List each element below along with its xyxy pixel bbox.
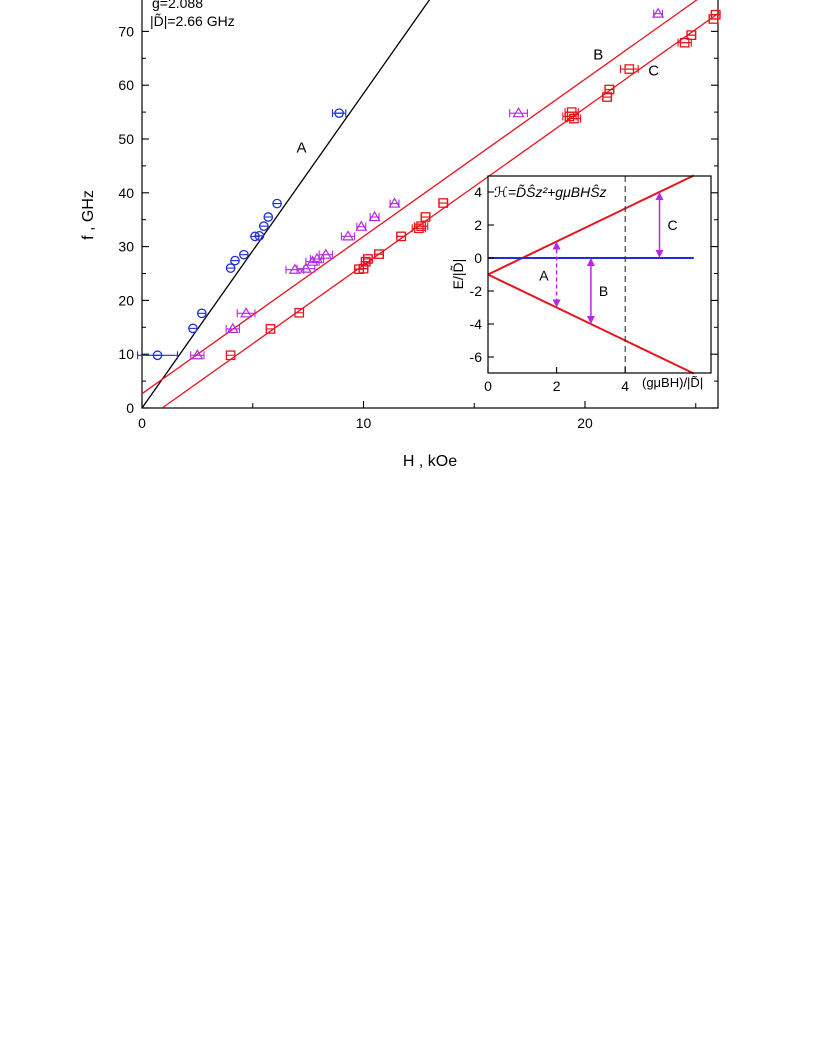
main-data-series <box>137 7 721 361</box>
inset-x-tick-label: 2 <box>553 378 561 394</box>
data-point <box>191 349 204 360</box>
inset-y-tick-label: 4 <box>474 184 482 200</box>
inset-formula: ℋ=D̃Ŝz²+gμBHŜz <box>494 183 607 200</box>
y-tick-label: 30 <box>118 239 134 255</box>
data-point <box>341 230 355 241</box>
inset-x-tick-label: 4 <box>621 378 629 394</box>
inset-transitions: A B C <box>539 192 678 324</box>
main-plot-frame <box>141 0 719 409</box>
fit-line-b <box>141 0 698 395</box>
transition-arrowhead <box>655 192 664 200</box>
data-point <box>319 248 332 259</box>
inset-y-axis-label: E/|D̃| <box>450 259 466 290</box>
inset-plot: ABC 420-2-4-60 2 4 ℋ=D̃Ŝz²+gμBHŜz (gμBH)/|… <box>450 174 712 394</box>
x-axis-label: H , kOe <box>403 453 457 470</box>
data-point <box>299 262 312 273</box>
y-tick-label: 20 <box>118 292 134 308</box>
x-tick-label: 0 <box>138 415 146 431</box>
inset-y-tick-label: 2 <box>474 217 482 233</box>
inset-y-tick-label: -6 <box>470 349 483 365</box>
transition-arrowhead <box>586 258 595 266</box>
main-curve-labels: A B C <box>296 46 659 156</box>
inset-y-tick-label: -4 <box>470 316 483 332</box>
annotation-d: |D̃|=2.66 GHz <box>150 13 235 29</box>
data-point <box>512 106 525 118</box>
y-axis-label: f , GHz <box>80 190 97 240</box>
transition-arrowhead <box>552 299 561 308</box>
x-tick-label: 20 <box>577 415 593 431</box>
x-tick-label: 10 <box>356 415 372 431</box>
series-c <box>225 9 721 361</box>
fit-line-a <box>141 0 431 409</box>
transition-label-a: A <box>539 268 549 284</box>
main-fit-lines <box>141 0 719 409</box>
data-point <box>240 307 253 318</box>
y-tick-label: 50 <box>118 131 134 147</box>
curve-label-c: C <box>648 63 659 80</box>
curve-label-a: A <box>296 139 306 156</box>
y-tick-label: 0 <box>126 400 134 416</box>
transition-arrowhead <box>586 316 595 324</box>
inset-background <box>488 176 711 373</box>
data-point <box>388 197 401 208</box>
series-a <box>137 108 347 361</box>
data-point <box>652 7 665 18</box>
y-tick-label: 60 <box>118 77 134 93</box>
data-point <box>355 220 368 231</box>
transition-label-c: C <box>668 217 678 233</box>
inset-y-tick-label: -2 <box>470 283 483 299</box>
transition-arrowhead <box>655 250 664 258</box>
inset-frame <box>487 175 712 374</box>
y-tick-label: 40 <box>118 185 134 201</box>
inset-axis-ticks: 420-2-4-60 2 4 <box>470 184 630 394</box>
series-b <box>190 7 665 360</box>
inset-x-tick-label: 0 <box>484 378 492 394</box>
data-point <box>226 322 239 334</box>
y-tick-label: 70 <box>118 23 134 39</box>
y-tick-label: 10 <box>118 346 134 362</box>
transition-arrowhead <box>552 241 561 250</box>
curve-label-b: B <box>593 46 603 63</box>
inset-y-tick-label: 0 <box>474 250 482 266</box>
inset-x-axis-label: (gμBH)/|D̃| <box>642 375 703 390</box>
annotation-g: g=2.088 <box>152 0 203 11</box>
data-point <box>368 210 381 222</box>
fit-line-c <box>161 13 719 409</box>
transition-label-b: B <box>599 283 608 299</box>
